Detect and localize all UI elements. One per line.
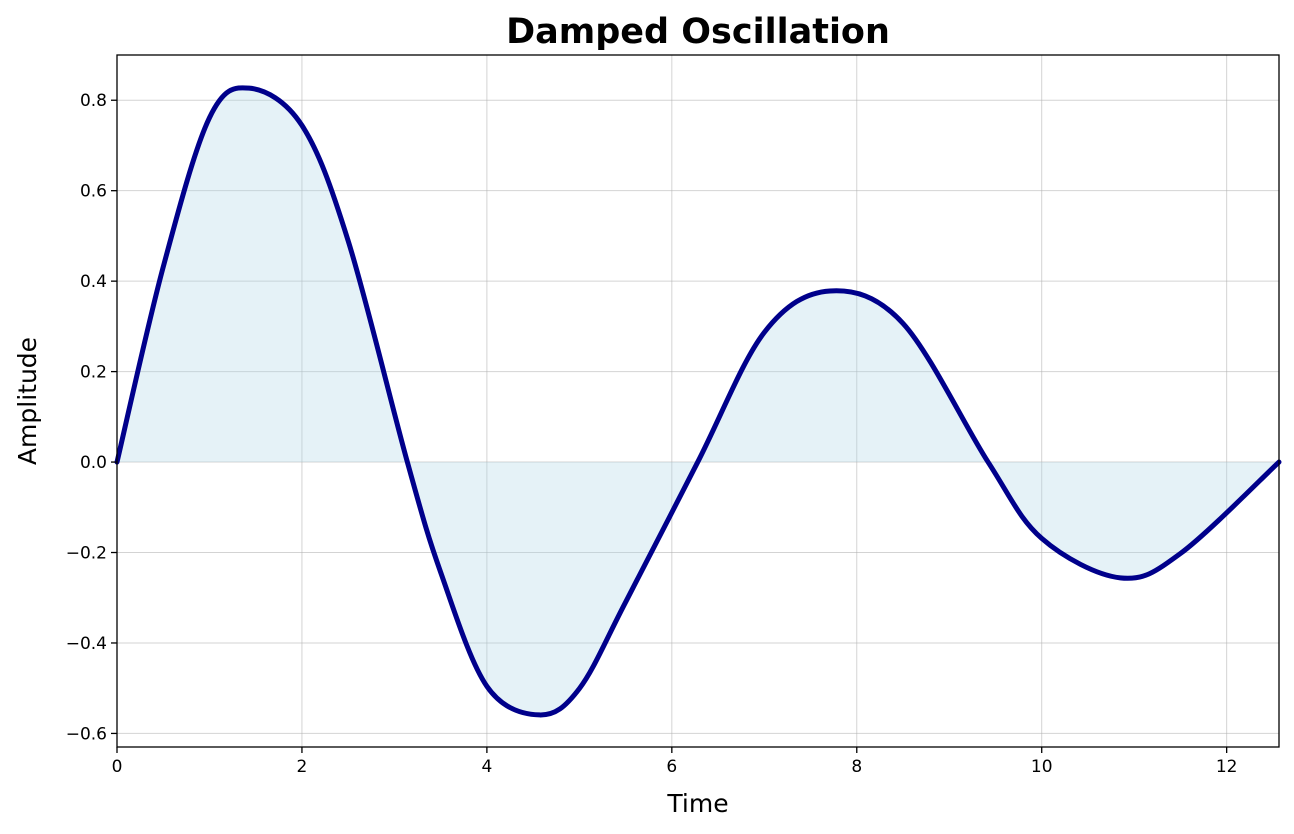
x-tick-label: 8 (851, 757, 862, 777)
x-tick-label: 4 (481, 757, 492, 777)
x-axis-label: Time (666, 789, 728, 818)
x-tick-label: 2 (297, 757, 308, 777)
series-line (114, 85, 1282, 718)
ticks: 0 2 4 6 8 10 12 −0.6 −0.4 −0.2 0.0 0.2 0.4 0.6 0.8 (66, 91, 1238, 777)
y-tick-label: 0.0 (80, 453, 107, 473)
y-axis-label: Amplitude (13, 337, 42, 465)
y-tick-label: 0.2 (80, 363, 107, 383)
y-tick-label: −0.2 (66, 544, 107, 564)
grid (116, 55, 1279, 747)
plot-frame (116, 54, 1280, 748)
y-tick-label: 0.6 (80, 182, 107, 202)
y-tick-label: 0.8 (80, 91, 107, 111)
x-tick-label: 10 (1031, 757, 1053, 777)
y-tick-label: 0.4 (80, 272, 107, 292)
y-tick-label: −0.6 (66, 724, 107, 744)
x-tick-label: 12 (1216, 757, 1238, 777)
x-tick-label: 0 (112, 757, 123, 777)
y-tick-label: −0.4 (66, 634, 107, 654)
area-fill (117, 87, 1279, 715)
x-tick-label: 6 (666, 757, 677, 777)
chart-title: Damped Oscillation (506, 12, 890, 52)
